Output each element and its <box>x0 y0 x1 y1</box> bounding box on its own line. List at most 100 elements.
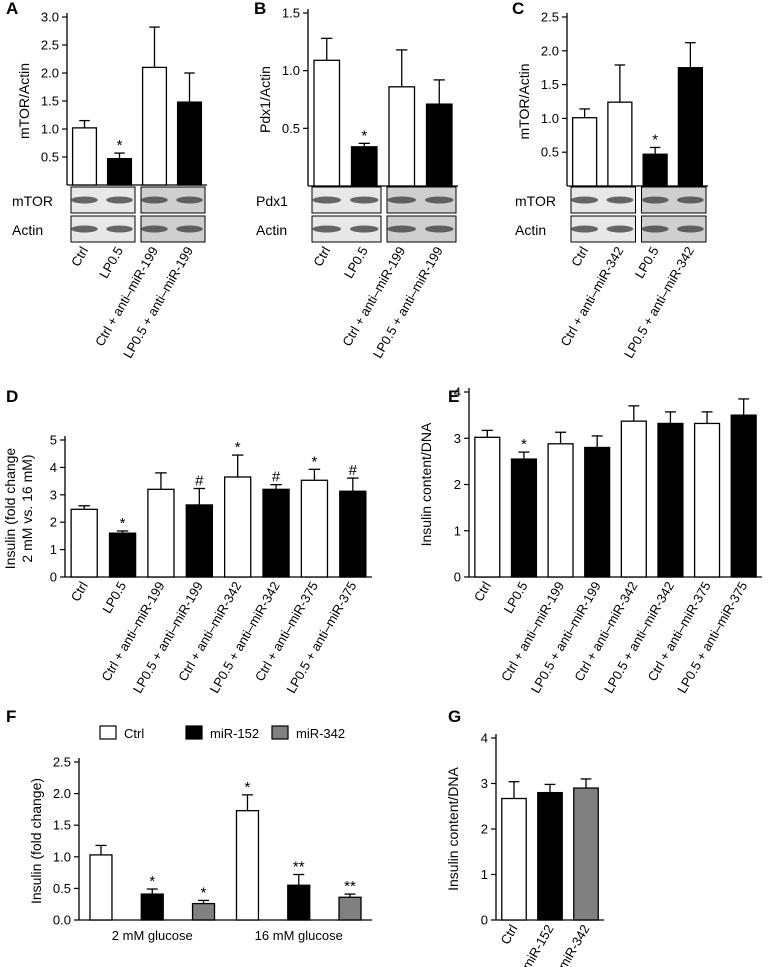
bar <box>425 103 453 187</box>
y-tick-label: 1 <box>481 867 488 882</box>
panel-letter: G <box>448 707 461 726</box>
blot-label: Actin <box>256 222 287 238</box>
significance-mark: * <box>245 779 251 796</box>
bar <box>388 86 416 187</box>
y-axis-label: Insulin content/DNA <box>445 766 461 890</box>
blot-label: mTOR <box>12 193 53 209</box>
y-tick-label: 2.0 <box>41 66 59 81</box>
x-tick-label: Ctrl + anti–miR-199 <box>92 244 161 349</box>
legend-label: miR-342 <box>296 726 345 741</box>
x-tick-label: LP0.5 <box>96 244 126 281</box>
bar <box>350 146 378 187</box>
legend-swatch <box>99 725 117 740</box>
x-tick-label: Ctrl <box>310 244 333 269</box>
x-tick-label: Ctrl <box>68 579 91 604</box>
significance-mark: * <box>117 137 123 154</box>
blot-band <box>606 196 634 204</box>
bar <box>657 422 684 578</box>
significance-mark: # <box>195 472 204 489</box>
y-tick-label: 1 <box>50 542 57 557</box>
y-tick-label: 3 <box>50 487 57 502</box>
y-tick-label: 2.5 <box>541 10 559 25</box>
x-tick-label: LP0.5 <box>99 579 129 616</box>
y-axis-label: Insulin content/DNA <box>418 422 434 546</box>
significance-mark: * <box>521 436 527 453</box>
x-tick-label: LP0.5 <box>632 244 662 281</box>
y-tick-label: 2 <box>50 515 57 530</box>
bar <box>573 787 599 921</box>
bar <box>313 59 341 187</box>
blot-band <box>641 196 669 204</box>
blot-band <box>350 196 379 204</box>
x-tick-label: LP0.5 + anti–miR-199 <box>370 244 446 361</box>
significance-mark: * <box>652 131 658 148</box>
bar <box>89 854 113 921</box>
blot-band <box>676 196 704 204</box>
x-tick-label: 2 mM glucose <box>112 928 193 943</box>
y-tick-label: 2.0 <box>541 43 559 58</box>
blot-label: mTOR <box>515 193 556 209</box>
x-tick-label: LP0.5 + anti–miR-342 <box>207 579 283 696</box>
blot-band <box>141 225 168 233</box>
bar <box>339 490 367 578</box>
blot-band <box>71 196 98 204</box>
blot-label: Actin <box>12 222 43 238</box>
x-tick-label: miR-152 <box>519 922 557 967</box>
significance-mark: ** <box>344 878 356 895</box>
panel-letter: D <box>6 387 18 406</box>
bar <box>501 797 527 921</box>
y-tick-label: 0.5 <box>41 150 59 165</box>
blot-band <box>106 196 133 204</box>
significance-mark: * <box>149 873 155 890</box>
bar <box>106 158 133 186</box>
y-tick-label: 0 <box>454 570 461 585</box>
blot-band <box>641 225 669 233</box>
bar <box>185 504 214 578</box>
significance-mark: * <box>201 884 207 901</box>
y-tick-label: 2.5 <box>53 755 71 770</box>
x-tick-label: LP0.5 + anti–miR-342 <box>601 579 677 696</box>
y-tick-label: 1.0 <box>53 849 71 864</box>
y-tick-label: 1.5 <box>541 77 559 92</box>
x-tick-label: LP0.5 + anti–miR-199 <box>130 579 206 696</box>
panel-letter: A <box>6 0 18 18</box>
legend-label: miR-152 <box>210 726 259 741</box>
significance-mark: * <box>312 453 318 470</box>
bar <box>571 117 598 187</box>
bar <box>262 488 290 578</box>
blot-band <box>425 225 454 233</box>
bar <box>730 414 757 578</box>
y-tick-label: 1.0 <box>282 63 300 78</box>
x-tick-label: LP0.5 <box>501 579 531 616</box>
y-axis-label: mTOR/Actin <box>516 64 532 140</box>
blot-band <box>425 196 454 204</box>
y-tick-label: 4 <box>481 731 488 746</box>
y-tick-label: 1.5 <box>53 818 71 833</box>
y-tick-label: 2.0 <box>53 786 71 801</box>
x-tick-label: Ctrl <box>497 922 520 947</box>
blot-band <box>312 225 341 233</box>
y-tick-label: 2.5 <box>41 38 59 53</box>
significance-mark: * <box>361 127 367 144</box>
bar <box>620 420 647 578</box>
blot-band <box>312 196 341 204</box>
y-tick-label: 0 <box>50 570 57 585</box>
bar <box>108 532 137 578</box>
y-tick-label: 0.5 <box>541 145 559 160</box>
y-axis-label: mTOR/Actin <box>16 63 32 139</box>
y-tick-label: 4 <box>50 460 57 475</box>
blot-band <box>387 196 416 204</box>
bar <box>547 443 574 578</box>
bar <box>642 153 668 187</box>
panel-letter: C <box>512 0 524 18</box>
blot-band <box>176 196 203 204</box>
bar <box>338 896 362 921</box>
blot-band <box>176 225 203 233</box>
bar <box>693 422 721 578</box>
bar <box>140 893 164 921</box>
significance-mark: ** <box>293 858 305 875</box>
y-tick-label: 4 <box>454 385 461 400</box>
y-tick-label: 1 <box>454 523 461 538</box>
significance-mark: # <box>349 462 358 479</box>
y-tick-label: 3 <box>454 431 461 446</box>
